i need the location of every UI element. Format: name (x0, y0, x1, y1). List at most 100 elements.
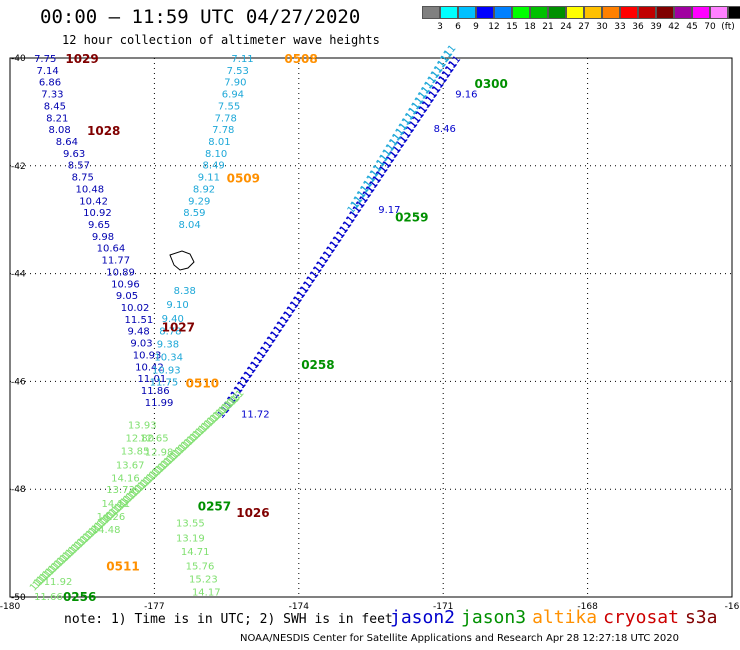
cryosat-value-label: 6.86 (39, 78, 61, 89)
altika-value-label: 8.78 (159, 327, 181, 338)
scale-swatch (458, 6, 476, 19)
scale-label: 21 (542, 22, 554, 32)
cryosat-value-label: 9.65 (88, 220, 110, 231)
time-label: 0509 (227, 172, 260, 186)
cryosat-value-label: 8.08 (49, 125, 71, 136)
scale-swatch (530, 6, 548, 19)
cryosat-value-label: 8.45 (44, 101, 66, 112)
scale-label: 9 (473, 22, 479, 32)
altika-value-label: 7.78 (212, 125, 234, 136)
jason3-value-label: 13.19 (176, 534, 205, 545)
scale-label: 33 (614, 22, 626, 32)
altika-value-label: 9.10 (166, 300, 188, 311)
jason3-value-label: 13.73 (106, 485, 135, 496)
jason3-value-label: 15.76 (186, 562, 215, 573)
altika-value-label: 7.11 (231, 54, 253, 65)
altika-value-label: 9.38 (157, 340, 179, 351)
time-label: 0511 (106, 560, 139, 574)
y-tick-label: -44 (11, 270, 26, 280)
time-label: 1026 (236, 506, 269, 520)
scale-label: 18 (524, 22, 536, 32)
scale-swatch (512, 6, 530, 19)
jason3-value-label: 13.67 (116, 460, 145, 471)
scale-swatch (476, 6, 494, 19)
cryosat-value-label: 11.77 (101, 256, 130, 267)
altika-value-label: 10.34 (154, 353, 183, 364)
time-label: 1027 (162, 320, 195, 334)
x-tick-label: -16 (725, 602, 740, 612)
cryosat-value-label: 7.33 (41, 90, 63, 101)
scale-swatch (494, 6, 512, 19)
time-label: 1028 (87, 124, 120, 138)
cryosat-value-label: 11.01 (138, 374, 167, 385)
cryosat-value-label: 7.75 (34, 54, 56, 65)
time-label: 0300 (474, 77, 507, 91)
island-outline (169, 250, 195, 271)
altika-value-label: 9.29 (188, 196, 210, 207)
scale-label: 3 (437, 22, 443, 32)
scale-swatch (620, 6, 638, 19)
jason2-track: 1111111111111111111111111111111111111111… (216, 54, 464, 421)
satellite-legend-s3a: s3a (684, 607, 718, 628)
satellite-legend-jason3: jason3 (461, 607, 527, 628)
scale-swatch (440, 6, 458, 19)
scale-label: 39 (650, 22, 662, 32)
cryosat-value-label: 10.42 (79, 196, 108, 207)
satellite-legend: jason2 jason3 altika cryosat s3a (390, 607, 723, 628)
cryosat-value-label: 7.14 (36, 66, 58, 77)
cryosat-value-label: 8.75 (72, 173, 94, 184)
jason3-value-label: 12.65 (140, 433, 169, 444)
altika-value-label: 10.93 (152, 366, 181, 377)
cryosat-value-label: 9.03 (130, 339, 152, 350)
scale-label: 24 (560, 22, 572, 32)
jason3-value-label: 12.98 (145, 447, 174, 458)
jason2-track-north: 1111111111111111111111111111111111111111… (346, 43, 459, 216)
jason3-value-label: 11.92 (44, 577, 73, 588)
jason3-value-label: 13.85 (121, 446, 150, 457)
jason2-value-label: 11.72 (241, 410, 270, 421)
cryosat-value-label: 10.02 (121, 303, 150, 314)
scale-swatch (656, 6, 674, 19)
scale-label: 30 (596, 22, 608, 32)
scale-label: 12 (488, 22, 500, 32)
scale-label: 15 (506, 22, 518, 32)
jason3-track: 1111111111111111111111111111111111111111… (28, 388, 247, 593)
cryosat-value-label: 10.89 (106, 267, 135, 278)
jason3-value-label: 14.26 (97, 512, 126, 523)
altika-value-label: 6.94 (222, 90, 244, 101)
y-tick-label: -40 (11, 54, 26, 64)
jason2-value-label: 8.46 (434, 124, 456, 135)
scale-swatch (602, 6, 620, 19)
jason3-value-label: 14.71 (181, 547, 210, 558)
scale-label: 6 (455, 22, 461, 32)
scale-label: 42 (668, 22, 680, 32)
altika-value-label: 7.53 (227, 66, 249, 77)
altika-value-label: 9.11 (198, 173, 220, 184)
scale-label: 36 (632, 22, 644, 32)
jason3-value-label: 13.55 (176, 519, 205, 530)
jason3-value-label: 15.23 (189, 575, 218, 586)
x-tick-label: -171 (433, 602, 453, 612)
scale-swatch (710, 6, 728, 19)
satellite-legend-jason2: jason2 (390, 607, 456, 628)
satellite-legend-altika: altika (532, 607, 598, 628)
scale-swatch (422, 6, 440, 19)
y-tick-label: -46 (11, 377, 26, 387)
scale-swatch (548, 6, 566, 19)
cryosat-value-label: 8.21 (46, 113, 68, 124)
page-title: 00:00 — 11:59 UTC 04/27/2020 (40, 6, 361, 28)
x-tick-label: -168 (577, 602, 598, 612)
time-label: 0510 (186, 376, 219, 390)
altika-value-label: 9.40 (162, 314, 184, 325)
time-label: 0257 (198, 499, 231, 513)
cryosat-value-label: 11.86 (141, 386, 170, 397)
time-label: 0508 (284, 52, 317, 66)
x-tick-label: -177 (144, 602, 164, 612)
jason3-value-label: 14.16 (111, 473, 140, 484)
time-label: 0259 (395, 210, 428, 224)
altika-value-label: 8.49 (203, 161, 225, 172)
cryosat-value-label: 9.98 (92, 232, 114, 243)
jason3-value-label: 14.17 (192, 588, 221, 599)
footer-credit: NOAA/NESDIS Center for Satellite Applica… (240, 633, 679, 644)
cryosat-value-label: 10.64 (97, 244, 126, 255)
